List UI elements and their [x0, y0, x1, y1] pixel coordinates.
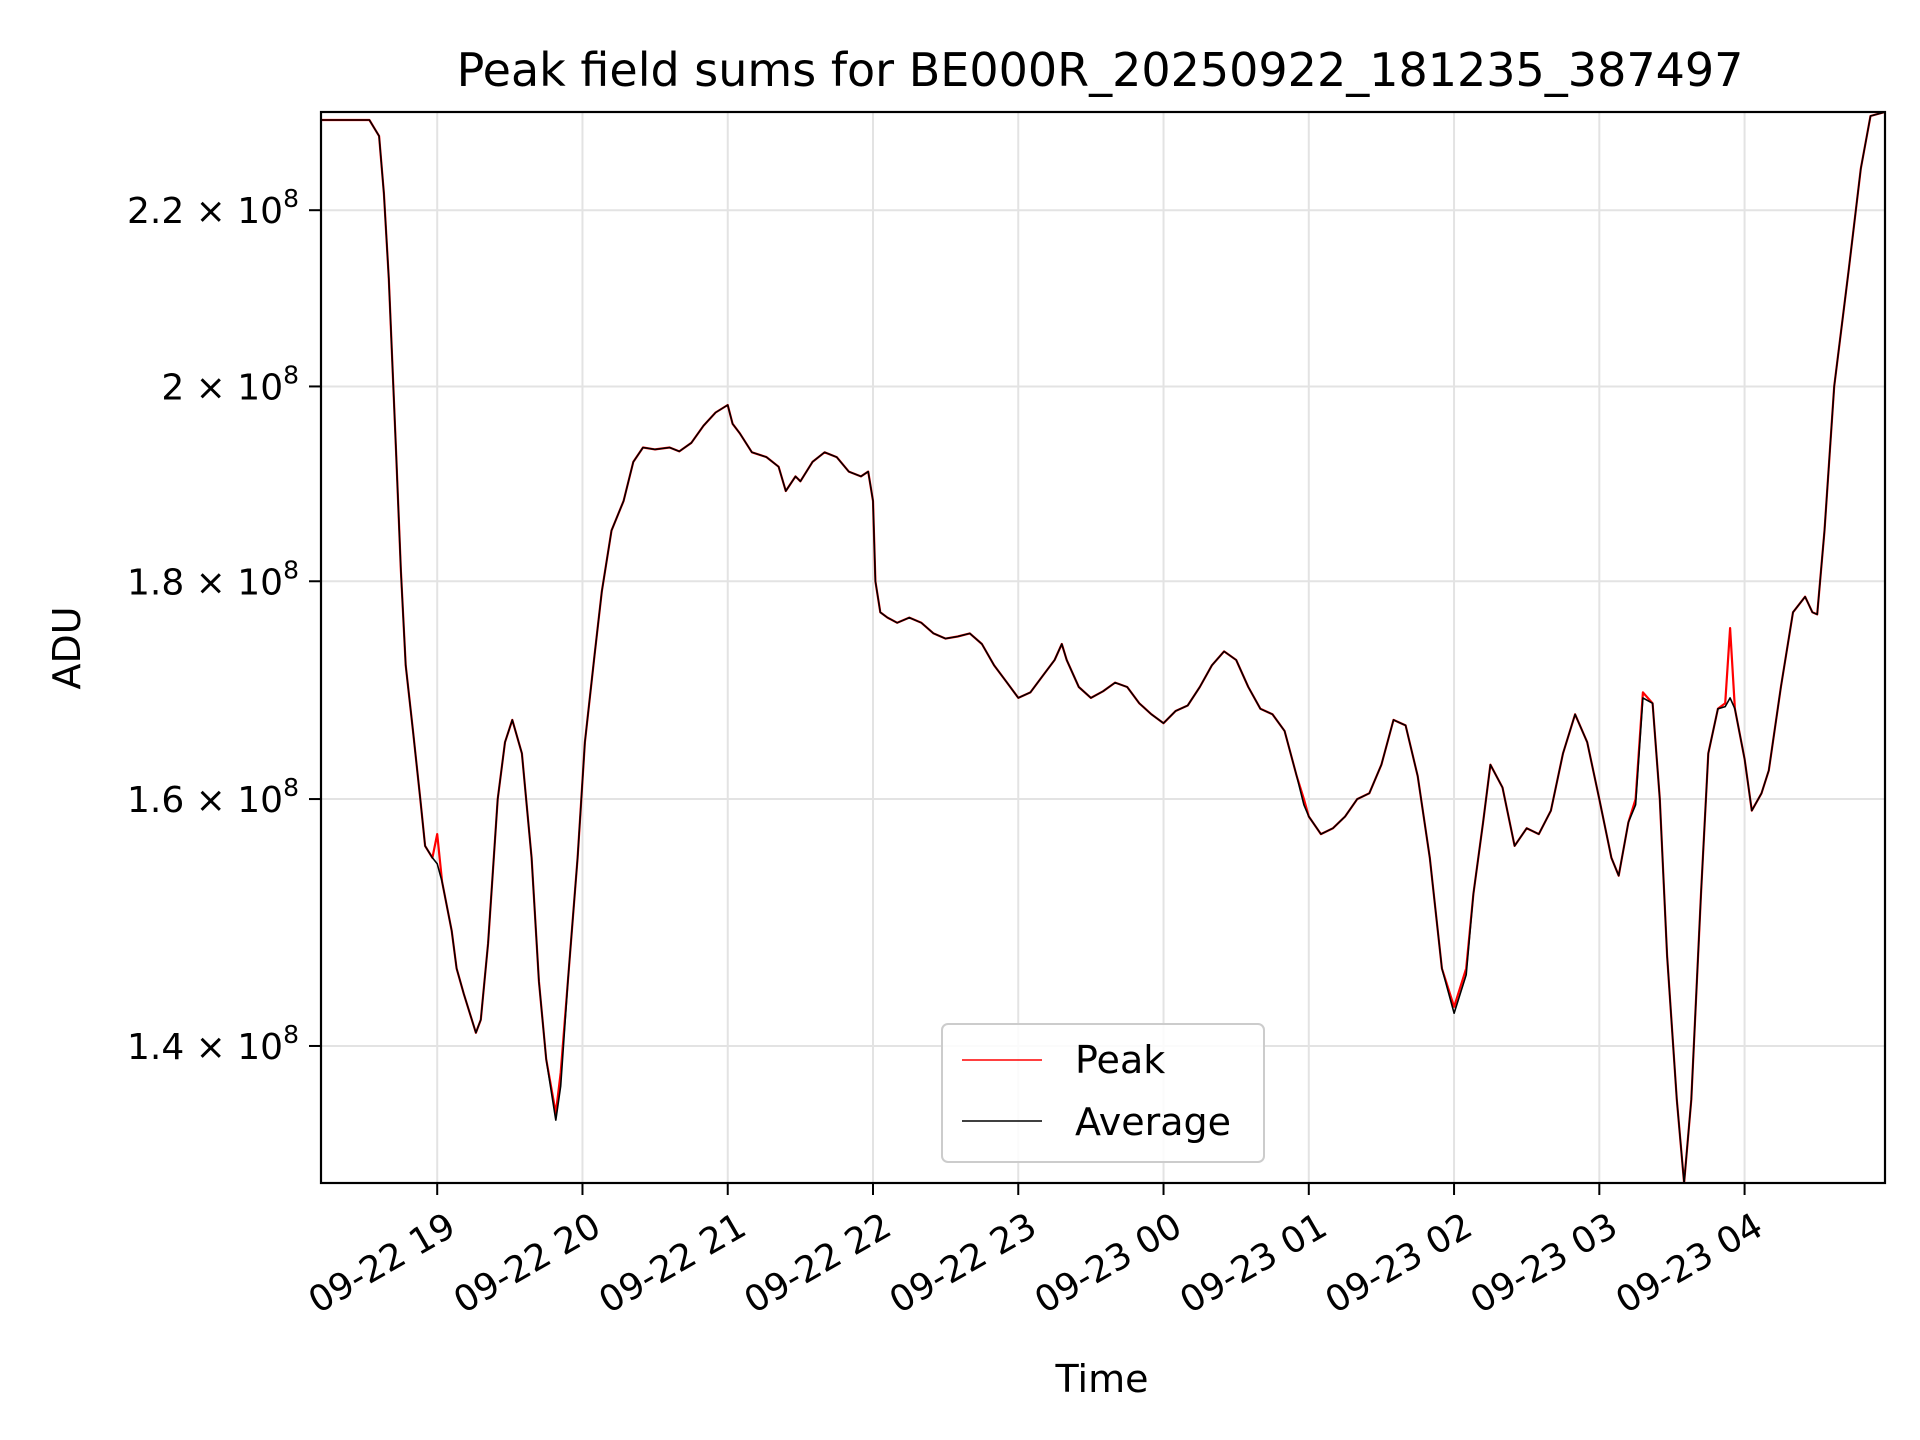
- legend-box: [941, 1023, 1265, 1163]
- y-tick-label: 1.8 × 108: [127, 555, 299, 603]
- y-tick-layer: 1.4 × 108 1.6 × 108 1.8 × 108 2 × 108 2.2 × …: [127, 184, 321, 1068]
- legend: Peak Average: [941, 1023, 1265, 1163]
- y-tick-label: 2.2 × 108: [127, 184, 299, 232]
- series-line-average: [321, 112, 1885, 1183]
- legend-label-average: Average: [1075, 1100, 1231, 1144]
- legend-label-peak: Peak: [1075, 1038, 1165, 1082]
- x-axis-label: Time: [1055, 1357, 1149, 1401]
- y-tick-label: 1.6 × 108: [127, 773, 299, 821]
- plot-layer: [321, 112, 1885, 1183]
- y-tick-label: 1.4 × 108: [127, 1020, 299, 1068]
- y-axis-label: ADU: [45, 606, 89, 689]
- y-tick-label: 2 × 108: [161, 360, 299, 408]
- chart-title: Peak field sums for BE000R_20250922_1812…: [457, 43, 1744, 97]
- plot-frame: [319, 110, 1887, 1185]
